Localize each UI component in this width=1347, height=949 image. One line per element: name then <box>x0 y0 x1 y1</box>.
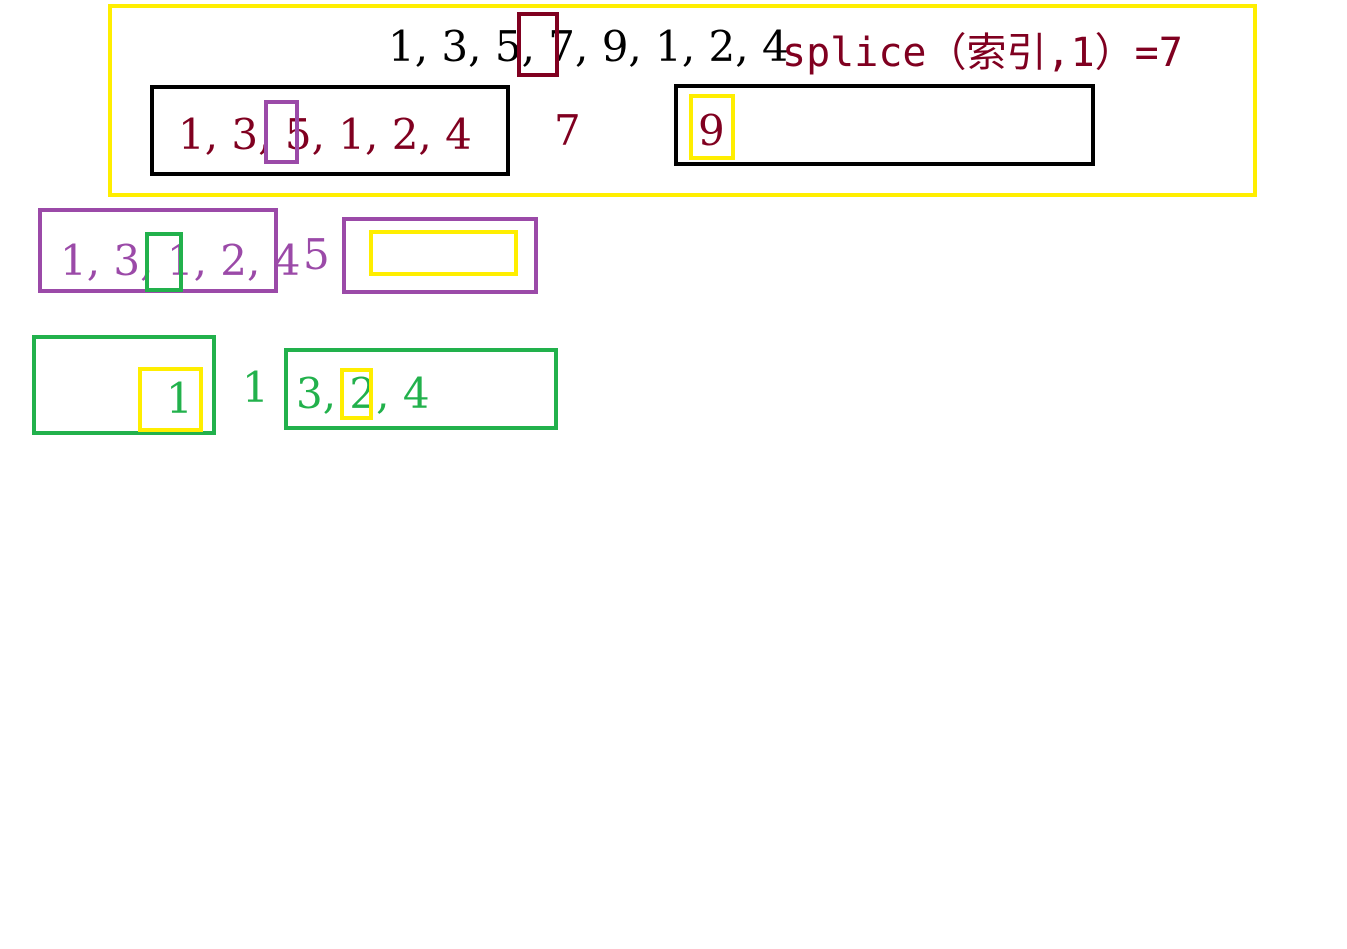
level4-right-sequence: 3, 2, 4 <box>296 369 430 418</box>
splice-note: splice（索引,1）=7 <box>782 30 1183 76</box>
level2-pivot: 7 <box>554 106 581 155</box>
pivot-7-highlight <box>517 12 559 77</box>
level4-left-box <box>32 335 216 435</box>
pivot-1-highlight <box>145 232 183 292</box>
level1-sequence: 1, 3, 5, 7, 9, 1, 2, 4 <box>388 22 789 71</box>
single-one-highlight <box>138 367 203 432</box>
pivot-5-highlight <box>264 100 299 164</box>
nine-highlight <box>689 94 735 160</box>
level2-left-box <box>150 85 510 176</box>
level2-right-sequence: 9 <box>698 106 725 155</box>
pivot-2-highlight <box>340 368 373 420</box>
empty-highlight <box>369 230 518 276</box>
level2-left-sequence: 1, 3, 5, 1, 2, 4 <box>178 110 472 159</box>
level4-right-box <box>284 348 558 430</box>
level3-left-sequence: 1, 3, 1, 2, 4 <box>60 236 301 285</box>
level2-right-box <box>674 84 1095 166</box>
level3-right-box <box>342 217 538 294</box>
level4-pivot: 1 <box>242 363 269 412</box>
level3-pivot: 5 <box>303 230 330 279</box>
level4-left-sequence: 1 <box>166 374 193 423</box>
level1-outer-box <box>108 4 1257 197</box>
